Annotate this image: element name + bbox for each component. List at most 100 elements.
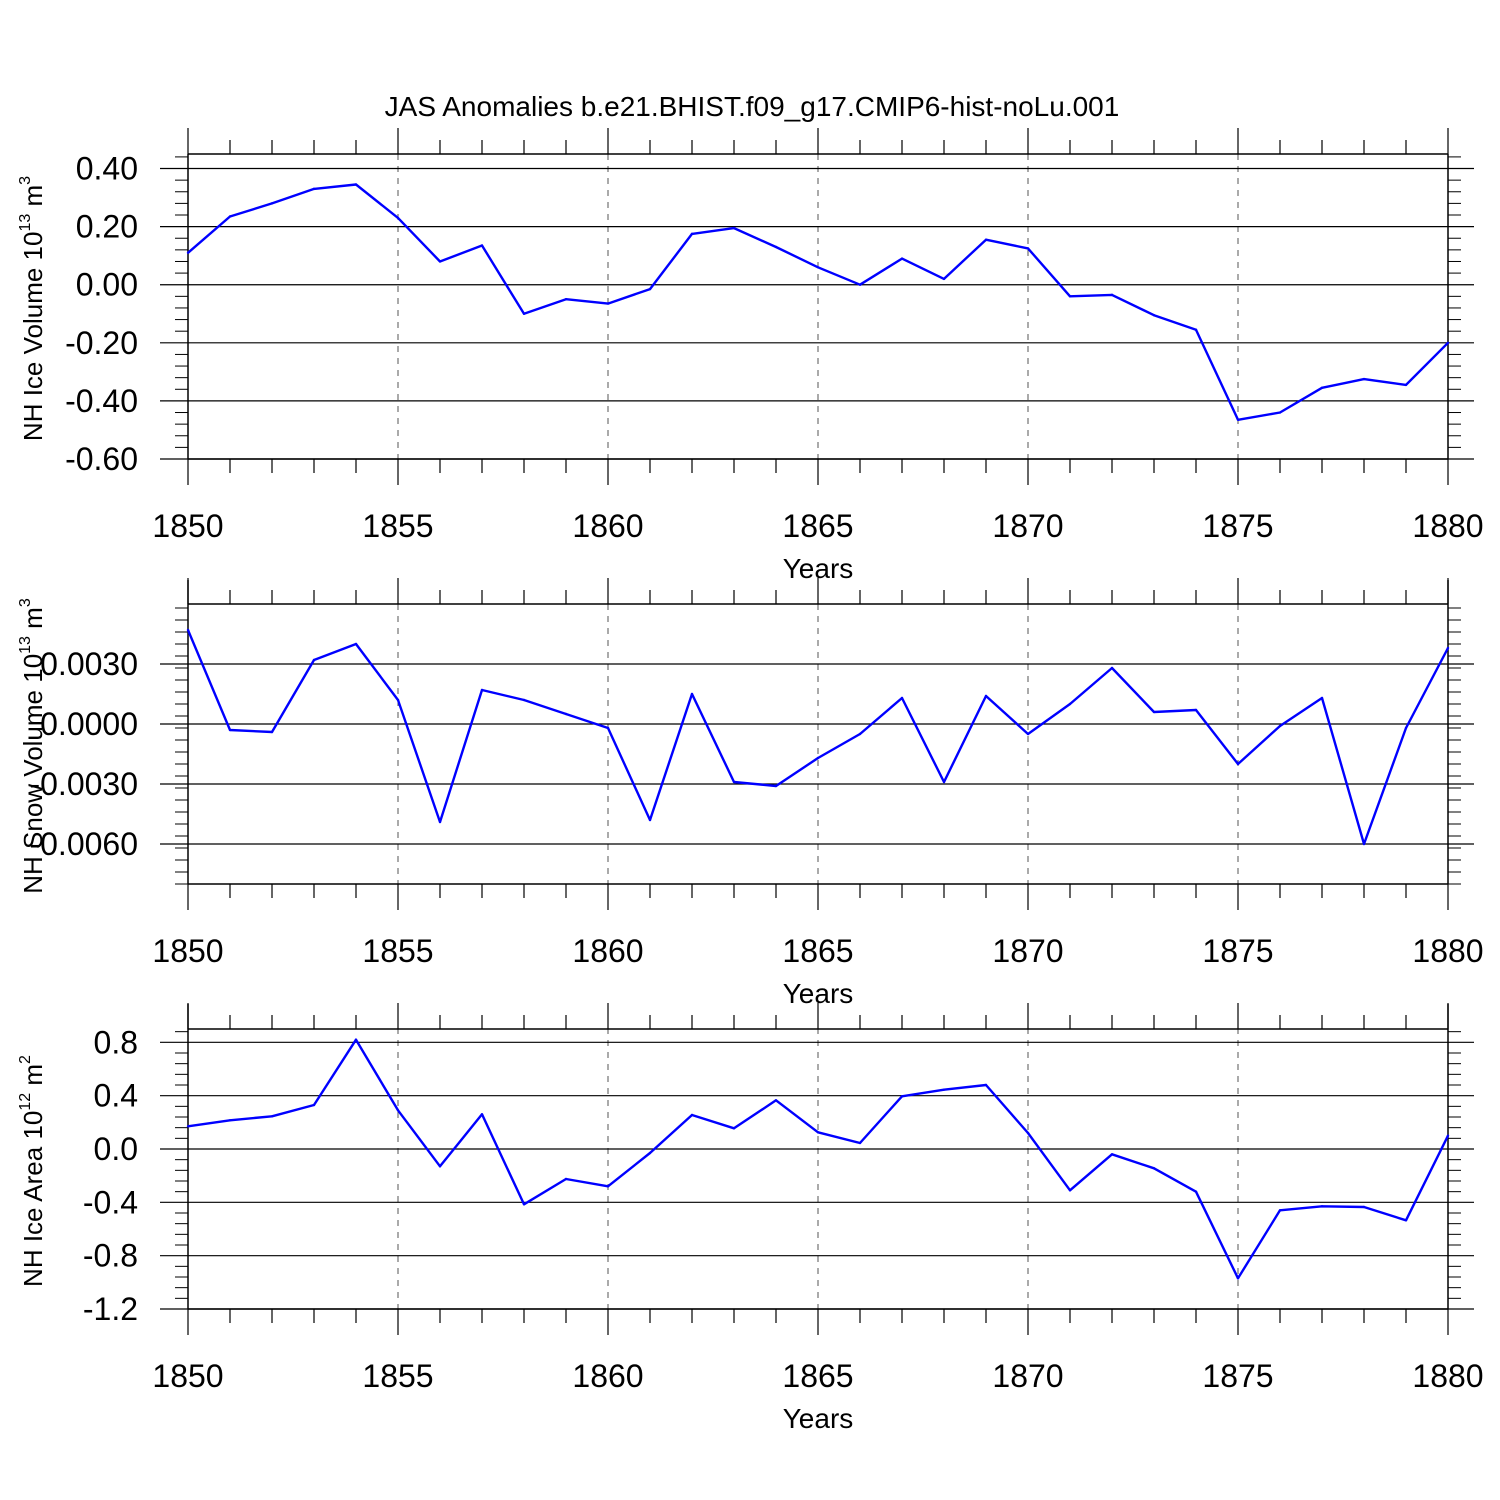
x-tick-label: 1860 bbox=[572, 1358, 643, 1394]
x-tick-label: 1880 bbox=[1412, 1358, 1483, 1394]
data-point bbox=[648, 287, 652, 291]
data-point bbox=[900, 257, 904, 260]
data-point bbox=[984, 694, 988, 698]
y-tick-label: -0.20 bbox=[65, 325, 138, 361]
data-point bbox=[858, 1141, 862, 1145]
data-point bbox=[1446, 1134, 1450, 1137]
x-tick-label: 1875 bbox=[1202, 508, 1273, 544]
data-point bbox=[186, 628, 190, 632]
data-point bbox=[1278, 1209, 1282, 1212]
figure-title: JAS Anomalies b.e21.BHIST.f09_g17.CMIP6-… bbox=[385, 91, 1120, 122]
y-tick-label: -0.0030 bbox=[29, 766, 138, 802]
x-tick-label: 1880 bbox=[1412, 933, 1483, 969]
x-tick-label: 1850 bbox=[152, 508, 223, 544]
data-point bbox=[438, 260, 442, 263]
data-point bbox=[480, 688, 484, 692]
data-point bbox=[1320, 386, 1324, 390]
data-point bbox=[522, 698, 526, 702]
data-point bbox=[1362, 1205, 1366, 1209]
data-point bbox=[396, 698, 400, 702]
data-point bbox=[312, 658, 316, 662]
y-tick-label: 0.0000 bbox=[40, 706, 138, 742]
x-tick-label: 1875 bbox=[1202, 1358, 1273, 1394]
y-axis-label: NH Ice Volume 1013 m3 bbox=[17, 176, 48, 441]
data-point bbox=[606, 1185, 610, 1188]
x-tick-label: 1850 bbox=[152, 1358, 223, 1394]
data-point bbox=[1068, 702, 1072, 706]
data-point bbox=[480, 1113, 484, 1116]
data-point bbox=[1236, 418, 1240, 421]
data-point bbox=[270, 202, 274, 205]
y-tick-label: -0.40 bbox=[65, 383, 138, 419]
data-point bbox=[984, 1083, 988, 1087]
y-tick-label: 0.00 bbox=[76, 267, 138, 303]
data-point bbox=[648, 818, 652, 822]
y-tick-label: -0.0060 bbox=[29, 826, 138, 862]
data-point bbox=[1152, 1167, 1156, 1170]
data-point bbox=[900, 1095, 904, 1098]
data-point bbox=[1068, 295, 1072, 298]
data-point bbox=[690, 1113, 694, 1117]
data-point bbox=[1320, 696, 1324, 700]
x-tick-label: 1865 bbox=[782, 1358, 853, 1394]
data-point bbox=[690, 692, 694, 696]
data-point bbox=[858, 283, 862, 286]
data-point bbox=[1026, 1131, 1030, 1135]
x-tick-label: 1870 bbox=[992, 933, 1063, 969]
data-point bbox=[186, 251, 190, 254]
data-point bbox=[564, 298, 568, 301]
y-tick-label: -0.4 bbox=[83, 1184, 138, 1220]
data-point bbox=[942, 1088, 946, 1091]
y-tick-label: -1.2 bbox=[83, 1291, 138, 1327]
data-point bbox=[480, 244, 484, 247]
data-point bbox=[900, 696, 904, 700]
data-point bbox=[228, 728, 232, 732]
data-point bbox=[606, 302, 610, 305]
data-point bbox=[228, 215, 232, 218]
x-tick-label: 1875 bbox=[1202, 933, 1273, 969]
data-point bbox=[774, 245, 778, 249]
data-point bbox=[1236, 762, 1240, 766]
data-point bbox=[732, 226, 736, 230]
data-point bbox=[1152, 710, 1156, 714]
chart-panel-3: 0.8 0.4 0.0 -0.4 -0.8 -1.2 1850 1855 1860 1865 187… bbox=[17, 1003, 1484, 1434]
y-tick-label: 0.0030 bbox=[40, 646, 138, 682]
x-tick-label: 1860 bbox=[572, 933, 643, 969]
data-point bbox=[942, 277, 946, 281]
x-tick-label: 1855 bbox=[362, 508, 433, 544]
x-tick-label: 1870 bbox=[992, 508, 1063, 544]
y-axis-label: NH Ice Area 1012 m2 bbox=[17, 1055, 48, 1287]
data-point bbox=[312, 1103, 316, 1107]
data-point bbox=[984, 238, 988, 241]
data-point bbox=[1026, 247, 1030, 250]
x-tick-label: 1865 bbox=[782, 933, 853, 969]
data-point bbox=[228, 1119, 232, 1122]
x-tick-label: 1880 bbox=[1412, 508, 1483, 544]
data-point bbox=[1152, 314, 1156, 317]
data-point bbox=[438, 1165, 442, 1168]
data-point bbox=[1362, 842, 1366, 846]
y-axis-label: NH Snow Volume 1013 m3 bbox=[17, 598, 48, 894]
data-point bbox=[396, 1109, 400, 1112]
x-tick-label: 1855 bbox=[362, 1358, 433, 1394]
data-point bbox=[270, 730, 274, 734]
data-point bbox=[564, 712, 568, 716]
data-point bbox=[1278, 724, 1282, 728]
data-point bbox=[816, 1131, 820, 1134]
data-point bbox=[1194, 708, 1198, 712]
y-tick-label: -0.8 bbox=[83, 1238, 138, 1274]
data-point bbox=[564, 1177, 568, 1181]
data-point bbox=[438, 820, 442, 824]
x-tick-label: 1870 bbox=[992, 1358, 1063, 1394]
data-point bbox=[1446, 646, 1450, 650]
y-tick-label: 0.40 bbox=[76, 151, 138, 187]
data-point bbox=[1110, 1153, 1114, 1156]
y-tick-label: 0.8 bbox=[94, 1024, 138, 1060]
data-point bbox=[858, 732, 862, 736]
x-tick-label: 1855 bbox=[362, 933, 433, 969]
data-point bbox=[1404, 726, 1408, 730]
data-point bbox=[1446, 341, 1450, 345]
data-point bbox=[1236, 1277, 1240, 1280]
data-point bbox=[1404, 383, 1408, 387]
